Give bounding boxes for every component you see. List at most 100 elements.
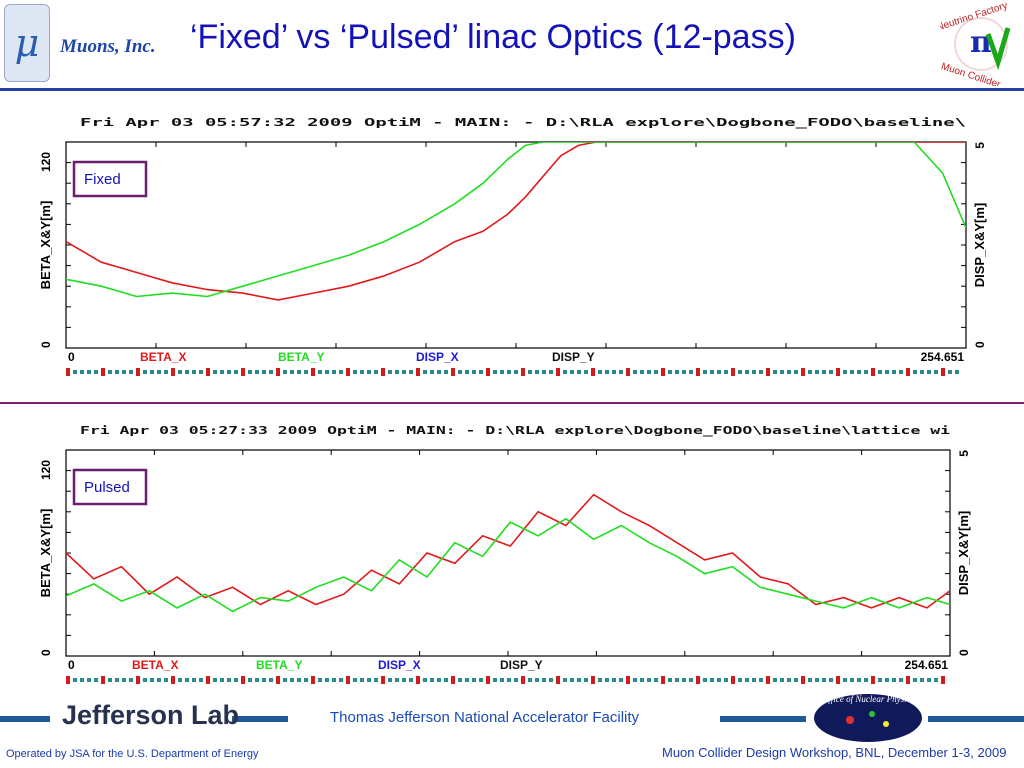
lattice-element: [633, 678, 637, 682]
lattice-element: [927, 678, 931, 682]
lattice-element: [549, 370, 553, 374]
lattice-element: [304, 370, 308, 374]
lattice-element: [934, 678, 938, 682]
lattice-element: [731, 368, 735, 376]
onp-logo-text: Office of Nuclear Physics: [822, 694, 915, 704]
lattice-element: [262, 370, 266, 374]
lattice-element: [724, 678, 728, 682]
lattice-element: [668, 678, 672, 682]
y2-axis-label: DISP_X&Y[m]: [972, 203, 987, 288]
lattice-element: [423, 678, 427, 682]
lattice-element: [640, 370, 644, 374]
lattice-element: [101, 368, 105, 376]
section-divider: [0, 402, 1024, 404]
lattice-element: [248, 678, 252, 682]
lattice-element: [220, 678, 224, 682]
lattice-element: [710, 370, 714, 374]
lattice-element: [374, 678, 378, 682]
lattice-element: [255, 678, 259, 682]
legend-entry-disp-y: DISP_Y: [552, 350, 595, 364]
lattice-element: [885, 678, 889, 682]
y-axis-label: BETA_X&Y[m]: [38, 509, 53, 598]
lattice-element: [626, 368, 630, 376]
lattice-element: [710, 678, 714, 682]
lattice-element: [290, 370, 294, 374]
lattice-element: [675, 370, 679, 374]
lattice-element: [899, 678, 903, 682]
lattice-element: [472, 678, 476, 682]
lattice-element: [325, 678, 329, 682]
plot-tag-label: Pulsed: [84, 479, 130, 496]
lattice-element: [192, 370, 196, 374]
lattice-element: [437, 370, 441, 374]
lattice-element: [598, 678, 602, 682]
lattice-element: [563, 678, 567, 682]
lattice-element: [318, 678, 322, 682]
lattice-element: [612, 678, 616, 682]
lattice-element: [675, 678, 679, 682]
muons-inc-logo: μ: [4, 4, 50, 82]
lattice-element: [87, 678, 91, 682]
lattice-element: [689, 370, 693, 374]
lattice-element: [507, 678, 511, 682]
lattice-element: [304, 678, 308, 682]
lattice-element: [367, 370, 371, 374]
lattice-element: [171, 368, 175, 376]
lattice-element: [661, 676, 665, 684]
nf-logo-bottom-text: Muon Collider: [940, 61, 1002, 86]
lattice-element: [178, 370, 182, 374]
lattice-element: [493, 370, 497, 374]
x-tick-label-max: 254.651: [905, 658, 949, 672]
footer-bar: [928, 716, 1024, 722]
lattice-element: [507, 370, 511, 374]
lattice-element: [423, 370, 427, 374]
y2-tick-label-min: 0: [973, 341, 987, 348]
lattice-element: [318, 370, 322, 374]
lattice-element: [542, 678, 546, 682]
lattice-element: [108, 370, 112, 374]
lattice-element: [199, 678, 203, 682]
lattice-element: [549, 678, 553, 682]
y-tick-label-min: 0: [39, 649, 53, 656]
lattice-element: [66, 676, 70, 684]
lattice-element: [815, 678, 819, 682]
lattice-element: [619, 678, 623, 682]
office-nuclear-physics-logo: Office of Nuclear Physics: [814, 694, 922, 742]
lattice-element: [150, 370, 154, 374]
lattice-element: [801, 676, 805, 684]
lattice-element: [402, 678, 406, 682]
neutrino-factory-logo: Neutrino Factory π Muon Collider: [940, 2, 1011, 86]
lattice-element: [864, 370, 868, 374]
lattice-element: [815, 370, 819, 374]
lattice-element: [241, 368, 245, 376]
lattice-element: [528, 678, 532, 682]
lattice-element: [388, 370, 392, 374]
series-line-beta-x: [66, 493, 950, 609]
lattice-element: [374, 370, 378, 374]
lattice-element: [948, 370, 952, 374]
lattice-element: [514, 370, 518, 374]
pulsed-optics-chart: Fri Apr 03 05:27:33 2009 OptiM - MAIN: -…: [38, 424, 971, 684]
lattice-element: [745, 678, 749, 682]
lattice-element: [115, 370, 119, 374]
lattice-element: [136, 368, 140, 376]
lattice-element: [339, 678, 343, 682]
y-tick-label-min: 0: [39, 341, 53, 348]
lattice-element: [192, 678, 196, 682]
lattice-element: [248, 370, 252, 374]
lattice-element: [493, 678, 497, 682]
lattice-element: [360, 370, 364, 374]
lattice-element: [143, 678, 147, 682]
lattice-element: [122, 370, 126, 374]
lattice-element: [619, 370, 623, 374]
lattice-element: [850, 678, 854, 682]
lattice-element: [101, 676, 105, 684]
mu-symbol: μ: [14, 21, 40, 65]
lattice-element: [185, 678, 189, 682]
series-line-beta-y: [66, 517, 950, 613]
lattice-element: [388, 678, 392, 682]
lattice-element: [206, 676, 210, 684]
lattice-element: [773, 678, 777, 682]
lattice-element: [171, 676, 175, 684]
lattice-element: [395, 370, 399, 374]
